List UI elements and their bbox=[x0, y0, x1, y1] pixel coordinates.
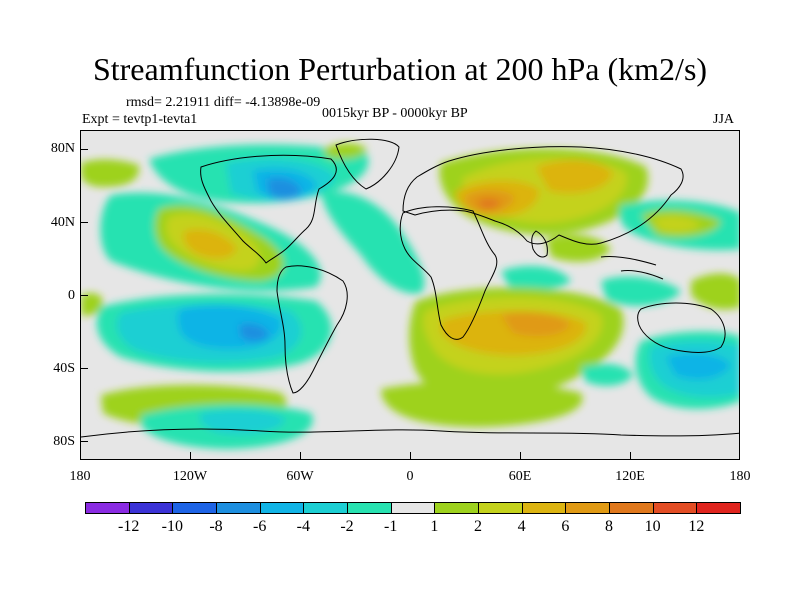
coast-south-america bbox=[276, 265, 348, 394]
colorbar-swatch bbox=[609, 502, 654, 514]
x-tick-mark-120e bbox=[630, 452, 631, 460]
x-tick-180e: 180 bbox=[729, 469, 751, 484]
colorbar-label: 10 bbox=[644, 518, 661, 535]
colorbar-swatch bbox=[128, 502, 174, 514]
season-label: JJA bbox=[713, 112, 735, 127]
x-tick-60w: 60W bbox=[286, 469, 314, 484]
x-tick-mark-60e bbox=[520, 452, 521, 460]
colorbar-label: 12 bbox=[688, 518, 705, 535]
coast-north-america bbox=[200, 154, 337, 264]
contour-pos1-antarctic bbox=[381, 381, 583, 427]
coast-greenland bbox=[335, 138, 400, 190]
y-tick-mark-0 bbox=[80, 295, 88, 296]
x-tick-mark-120w bbox=[190, 452, 191, 460]
coast-africa bbox=[399, 206, 498, 340]
colorbar-swatch bbox=[303, 502, 348, 514]
y-tick-mark-80n bbox=[80, 149, 88, 150]
period-label: 0015kyr BP - 0000kyr BP bbox=[322, 106, 468, 121]
colorbar-label: -2 bbox=[340, 518, 354, 535]
contour-neg1-seasia bbox=[601, 276, 681, 306]
colorbar-label: -10 bbox=[161, 518, 183, 535]
colorbar-swatch bbox=[85, 502, 130, 514]
coast-australia bbox=[637, 302, 726, 353]
contour-neg6-sh bbox=[239, 323, 269, 342]
colorbar-label: -6 bbox=[252, 518, 267, 535]
colorbar-swatch bbox=[565, 502, 610, 514]
y-tick-40n: 40N bbox=[50, 215, 75, 230]
colorbar-swatch bbox=[172, 502, 217, 514]
coast-eurasia bbox=[402, 146, 684, 245]
contour-pos6-sh-africa bbox=[501, 312, 571, 337]
colorbar-swatch bbox=[521, 502, 567, 514]
coast-indonesia bbox=[600, 256, 664, 280]
y-tick-40s: 40S bbox=[53, 361, 75, 376]
colorbar-swatch bbox=[259, 502, 305, 514]
contour-neg4-sh-indian bbox=[666, 352, 731, 380]
contour-neg2-south-pacific bbox=[199, 409, 286, 435]
x-tick-120e: 120E bbox=[615, 469, 645, 484]
contour-pos4-asia bbox=[536, 159, 613, 194]
colorbar-swatch bbox=[434, 502, 479, 514]
x-tick-60e: 60E bbox=[508, 469, 532, 484]
experiment-label: Expt = tevtp1-tevta1 bbox=[82, 112, 198, 127]
y-tick-mark-40n bbox=[80, 222, 88, 223]
contour-pos1-east-edge bbox=[691, 273, 739, 310]
contour-pos4-pacific bbox=[183, 229, 237, 259]
y-tick-mark-40s bbox=[80, 368, 88, 369]
coastlines bbox=[81, 138, 739, 438]
colorbar-swatch bbox=[478, 502, 523, 514]
contour-map bbox=[81, 138, 739, 449]
x-tick-0: 0 bbox=[406, 469, 414, 484]
colorbar-label: -4 bbox=[296, 518, 310, 535]
colorbar-label: 1 bbox=[430, 518, 439, 535]
contour-pos1-seasia bbox=[546, 234, 611, 262]
colorbar-label: 8 bbox=[605, 518, 613, 535]
colorbar-label: -12 bbox=[117, 518, 140, 535]
contour-neg1-atlantic bbox=[321, 191, 425, 294]
colorbar-swatch bbox=[216, 502, 261, 514]
y-tick-mark-80s bbox=[80, 441, 88, 442]
stats-text: rmsd= 2.21911 diff= -4.13898e-09 bbox=[126, 95, 321, 110]
y-tick-80s: 80S bbox=[53, 434, 75, 449]
map-title: Streamfunction Perturbation at 200 hPa (… bbox=[92, 51, 708, 87]
contour-pos2-wpac bbox=[653, 216, 701, 233]
contour-neg6-na bbox=[267, 177, 301, 200]
contour-pos1-arctic bbox=[323, 143, 367, 159]
colorbar-swatch bbox=[696, 502, 741, 514]
x-tick-mark-0 bbox=[410, 452, 411, 460]
contour-pos1-west-nh bbox=[81, 159, 140, 187]
colorbar-label: -8 bbox=[209, 518, 223, 535]
colorbar-label: 4 bbox=[517, 518, 526, 535]
colorbar-swatch bbox=[652, 502, 698, 514]
colorbar-label: -1 bbox=[383, 518, 398, 535]
coast-india bbox=[531, 230, 548, 258]
coast-antarctica bbox=[81, 428, 739, 438]
y-tick-0: 0 bbox=[68, 288, 75, 303]
contour-neg1-indian-south bbox=[581, 363, 633, 386]
colorbar-label: 2 bbox=[474, 518, 482, 535]
x-tick-180w: 180 bbox=[69, 469, 91, 484]
x-tick-mark-60w bbox=[300, 452, 301, 460]
y-tick-80n: 80N bbox=[50, 141, 75, 156]
colorbar-swatch bbox=[390, 502, 436, 514]
map-plot-area bbox=[80, 130, 740, 460]
contour-neg1-indian bbox=[501, 266, 571, 291]
colorbar-label: 6 bbox=[561, 518, 570, 535]
x-tick-120w: 120W bbox=[172, 469, 208, 484]
colorbar bbox=[85, 502, 741, 514]
contour-pos1-tropic-west bbox=[81, 293, 103, 316]
colorbar-swatch bbox=[347, 502, 392, 514]
contour-pos8-eurasia bbox=[477, 198, 501, 210]
